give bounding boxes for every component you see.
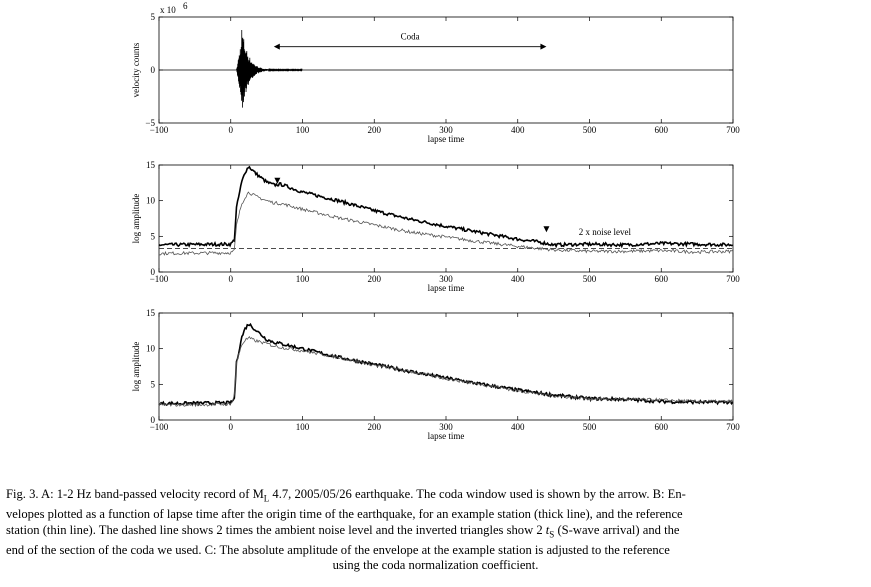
y-axis-label: velocity counts — [131, 42, 141, 97]
x-axis-label: lapse time — [428, 431, 465, 441]
x-tick-label: 0 — [229, 125, 234, 135]
y-tick-label: 0 — [151, 65, 156, 75]
x-tick-label: 0 — [229, 422, 234, 432]
coda-arrow-head-right — [540, 43, 547, 50]
x-tick-label: 500 — [583, 125, 597, 135]
caption-text: 4.7, 2005/05/26 earthquake. The coda win… — [269, 487, 686, 501]
reference-station-envelope — [158, 336, 733, 408]
x-tick-label: 700 — [726, 422, 740, 432]
reference-station-envelope — [158, 191, 733, 256]
x-tick-label: 400 — [511, 422, 525, 432]
inverted-triangle-marker — [543, 226, 550, 233]
x-tick-label: 500 — [583, 274, 597, 284]
example-station-envelope — [158, 322, 734, 407]
velocity-waveform — [236, 29, 303, 108]
y-tick-label: 5 — [151, 379, 156, 389]
caption-text: (S-wave arrival) and the — [554, 522, 680, 537]
y-tick-label: 5 — [151, 12, 156, 22]
x-tick-label: 200 — [368, 125, 382, 135]
inverted-triangle-marker — [274, 177, 281, 184]
x-tick-label: 700 — [726, 274, 740, 284]
y-axis-label: log amplitude — [131, 342, 141, 392]
x-tick-label: 300 — [439, 274, 453, 284]
example-station-envelope — [158, 165, 733, 249]
caption-line-5: using the coda normalization coefficient… — [332, 558, 539, 573]
caption-line-3: station (thin line). The dashed line sho… — [6, 523, 865, 543]
y-tick-label: −5 — [145, 118, 155, 128]
y-tick-label: 15 — [146, 308, 156, 318]
x-axis-label: lapse time — [428, 134, 465, 144]
y-tick-label: 10 — [146, 196, 156, 206]
x-tick-label: 200 — [368, 274, 382, 284]
y-tick-label: 15 — [146, 160, 156, 170]
coda-label: Coda — [401, 32, 420, 42]
exponent-power: 6 — [183, 1, 188, 11]
plot-frame — [158, 164, 734, 273]
x-tick-label: 600 — [655, 125, 669, 135]
y-tick-label: 10 — [146, 344, 156, 354]
caption-text: Fig. 3. A: 1-2 Hz band-passed velocity r… — [6, 487, 264, 501]
x-tick-label: 500 — [583, 422, 597, 432]
x-tick-label: −100 — [150, 125, 169, 135]
x-tick-label: 600 — [655, 274, 669, 284]
x-tick-label: 0 — [229, 274, 234, 284]
x-tick-label: 200 — [368, 422, 382, 432]
caption-italic: t — [545, 522, 550, 537]
figure-caption: Fig. 3. A: 1-2 Hz band-passed velocity r… — [6, 487, 865, 574]
x-tick-label: −100 — [150, 274, 169, 284]
x-tick-label: 300 — [439, 125, 453, 135]
noise-level-label: 2 x noise level — [579, 227, 632, 237]
caption-line-2: velopes plotted as a function of lapse t… — [6, 507, 683, 522]
y-tick-label: 0 — [151, 267, 156, 277]
x-tick-label: 600 — [655, 422, 669, 432]
y-tick-label: 5 — [151, 231, 156, 241]
x-tick-label: 700 — [726, 125, 740, 135]
y-tick-label: 0 — [151, 415, 156, 425]
x-tick-label: 100 — [296, 422, 310, 432]
x-tick-label: −100 — [150, 422, 169, 432]
panel-A: −100 0 100 200 300 400 500 600 700 −5 0 5 lapse time… — [131, 1, 740, 144]
x-tick-label: 100 — [296, 125, 310, 135]
caption-line-1: Fig. 3. A: 1-2 Hz band-passed velocity r… — [6, 487, 865, 507]
caption-subscript: L — [263, 493, 270, 504]
caption-line-4: end of the section of the coda we used. … — [6, 542, 670, 557]
caption-subscript: S — [549, 529, 555, 540]
x-tick-label: 400 — [511, 125, 525, 135]
x-tick-label: 400 — [511, 274, 525, 284]
x-tick-label: 300 — [439, 422, 453, 432]
exponent-label: x 10 — [160, 5, 176, 15]
caption-text: station (thin line). The dashed line sho… — [6, 522, 546, 537]
x-axis-label: lapse time — [428, 283, 465, 293]
x-tick-label: 100 — [296, 274, 310, 284]
y-axis-label: log amplitude — [131, 194, 141, 244]
coda-arrow-head-left — [273, 43, 280, 50]
